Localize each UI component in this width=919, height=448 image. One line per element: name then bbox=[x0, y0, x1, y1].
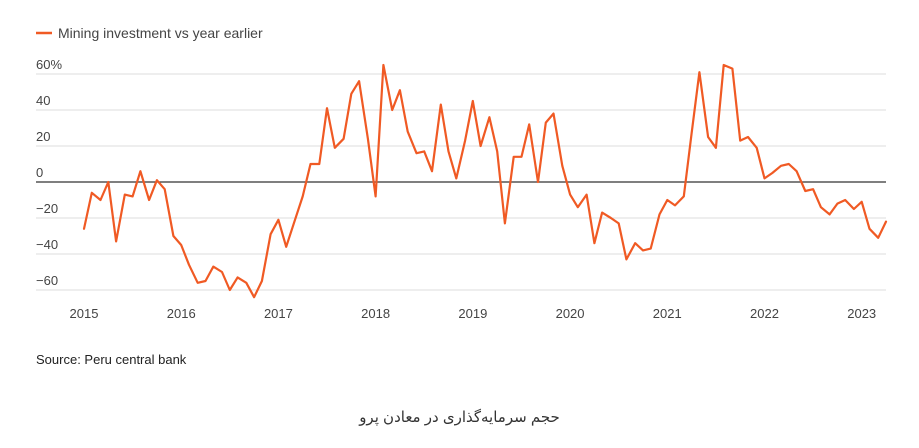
series-line bbox=[82, 63, 888, 299]
x-axis-tick-labels: 2015 2016 2017 2018 2019 2020 2021 2022 2023 bbox=[70, 306, 877, 321]
y-tick-label: 40 bbox=[36, 93, 50, 108]
y-axis-tick-labels: 60% 40 20 0 −20 −40 −60 bbox=[36, 57, 62, 288]
x-tick-label: 2017 bbox=[264, 306, 293, 321]
y-tick-label: −60 bbox=[36, 273, 58, 288]
legend-label: Mining investment vs year earlier bbox=[58, 25, 263, 41]
source-note: Source: Peru central bank bbox=[36, 352, 187, 367]
x-tick-label: 2021 bbox=[653, 306, 682, 321]
line-chart: Mining investment vs year earlier 60% 40 2… bbox=[36, 25, 888, 321]
x-tick-label: 2018 bbox=[361, 306, 390, 321]
series-layer bbox=[82, 63, 888, 299]
y-tick-label: 0 bbox=[36, 165, 43, 180]
x-tick-label: 2023 bbox=[847, 306, 876, 321]
y-tick-label: 20 bbox=[36, 129, 50, 144]
x-tick-label: 2022 bbox=[750, 306, 779, 321]
x-tick-label: 2015 bbox=[70, 306, 99, 321]
x-tick-label: 2016 bbox=[167, 306, 196, 321]
x-tick-label: 2020 bbox=[556, 306, 585, 321]
chart-caption: حجم سرمایه‌گذاری در معادن پرو bbox=[359, 409, 560, 426]
gridlines bbox=[36, 73, 886, 291]
y-tick-label: −20 bbox=[36, 201, 58, 216]
y-tick-label: 60% bbox=[36, 57, 62, 72]
x-tick-label: 2019 bbox=[458, 306, 487, 321]
y-tick-label: −40 bbox=[36, 237, 58, 252]
chart-legend: Mining investment vs year earlier bbox=[36, 25, 263, 41]
